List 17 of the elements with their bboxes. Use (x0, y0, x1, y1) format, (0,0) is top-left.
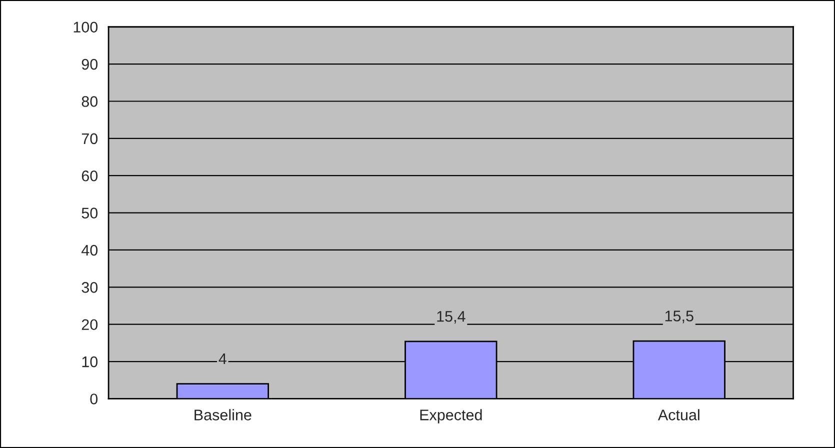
x-tick-label: Baseline (194, 409, 252, 420)
x-tick-label: Actual (658, 409, 700, 420)
y-tick-label: 10 (82, 356, 98, 368)
data-label: 15,5 (665, 310, 694, 324)
x-tick-label: Expected (420, 409, 482, 424)
data-label: 15,4 (437, 311, 466, 324)
y-tick-label: 60 (82, 170, 98, 182)
y-tick-label: 50 (82, 208, 98, 218)
y-tick-label: 30 (82, 282, 98, 293)
y-tick-label: 20 (82, 319, 98, 330)
y-tick-label: 100 (74, 22, 98, 33)
y-tick-label: 80 (82, 96, 98, 107)
y-tick-label: 70 (82, 133, 98, 144)
y-tick-label: 0 (90, 394, 98, 404)
y-tick-label: 90 (82, 58, 98, 70)
y-tick-label: 40 (81, 244, 98, 256)
data-label: 4 (218, 354, 226, 364)
